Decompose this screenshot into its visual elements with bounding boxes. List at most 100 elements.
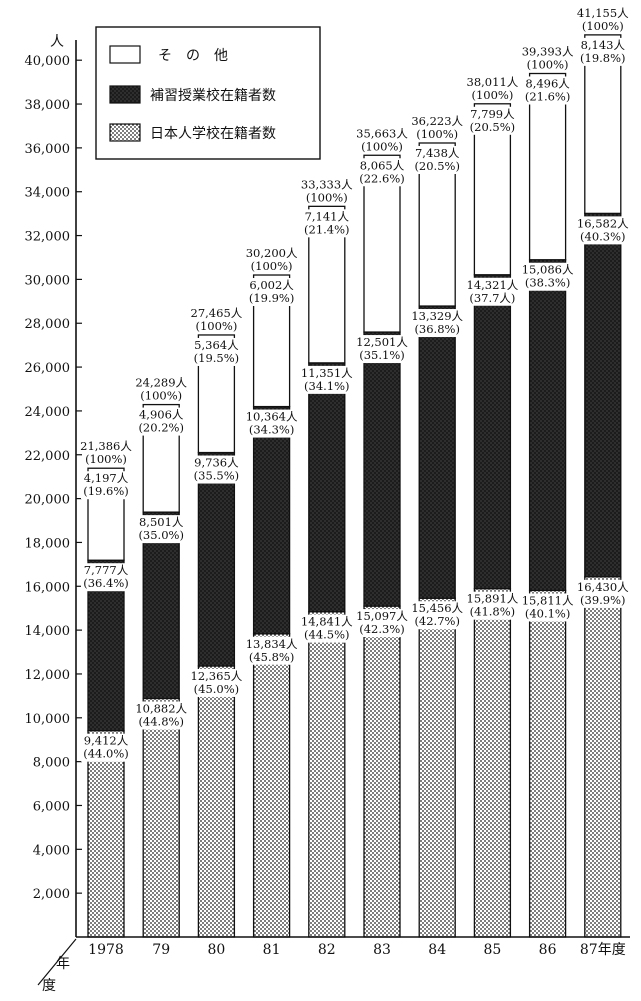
x-axis-label-2: 度 [42,978,56,994]
data-label-bg [467,106,518,135]
x-axis-label-1: 年 [56,956,70,972]
bar-segment [528,72,567,261]
x-tick-label: 83 [373,942,391,958]
data-label-bg [467,277,518,306]
data-label-pct: (45.8%) [249,650,295,664]
data-label-bg [577,37,628,66]
data-label-value: 10,882人 [135,701,187,715]
y-tick-label: 14,000 [25,624,71,639]
x-tick-label: 79 [152,942,170,958]
data-label-value: 7,799人 [470,107,515,121]
data-label-pct: (45.0%) [194,682,240,696]
data-label-value: 14,841人 [301,615,353,629]
data-label-value: 15,097人 [356,609,408,623]
y-tick-label: 12,000 [25,668,71,683]
corner-diagonal [37,938,77,986]
data-label-value: 8,143人 [581,38,626,52]
bar-segment [363,605,401,938]
y-tick-label: 28,000 [25,317,71,332]
data-label-value: 6,002人 [249,278,294,292]
y-tick-label: 30,000 [25,273,71,288]
data-label-pct: (34.1%) [304,379,350,393]
y-tick-label: 18,000 [25,536,71,551]
data-label-bg [357,158,407,187]
data-label-value: 9,412人 [84,734,129,748]
data-label-pct: (19.8%) [580,51,626,65]
y-tick-label: 24,000 [25,405,71,420]
data-label-pct: (21.4%) [304,222,350,236]
data-label-pct: (42.7%) [414,614,460,628]
data-label-pct: (41.8%) [470,605,516,619]
data-label-value: 10,364人 [246,410,298,424]
bar-segment [363,331,401,607]
total-label-value: 35,663人 [356,126,408,140]
data-label-pct: (40.3%) [580,229,626,243]
data-label-bg [136,407,187,436]
y-tick-label: 40,000 [25,54,71,69]
y-unit-label: 人 [50,34,64,50]
data-label-bg [577,216,628,245]
x-tick-label: 84 [428,942,446,958]
legend-label-japanese-school: 日本人学校在籍者数 [150,125,276,142]
data-label-pct: (20.5%) [470,120,516,134]
data-label-pct: (39.9%) [580,593,626,607]
data-label-pct: (19.6%) [83,484,129,498]
x-tick-label: 86 [539,942,557,958]
bar-segment [252,405,291,635]
bar-segment [528,589,567,938]
bar-segment [197,665,236,938]
data-label-value: 5,364人 [194,338,239,352]
data-label-bg [412,145,463,174]
x-tick-label: 87年度 [580,942,626,958]
total-label-pct: (100%) [140,389,182,403]
x-tick-label: 82 [318,942,336,958]
data-label-bg [357,609,407,638]
total-label-pct: (100%) [582,19,624,33]
x-tick-label: 80 [207,942,225,958]
x-tick-label: 81 [263,942,281,958]
data-label-bg [412,601,463,630]
bar-segment [197,451,236,667]
total-label-pct: (100%) [471,88,513,102]
data-label-pct: (19.9%) [249,291,295,305]
bar-segment [418,597,456,938]
data-label-bg [191,337,242,366]
y-tick-label: 6,000 [33,799,70,814]
data-label-bg [577,579,628,608]
total-label-pct: (100%) [416,127,458,141]
data-label-pct: (19.5%) [194,351,240,365]
data-label-pct: (20.2%) [138,421,184,435]
total-label-pct: (100%) [527,58,569,72]
total-label-value: 21,386人 [80,439,132,453]
data-label-pct: (44.0%) [83,747,129,761]
total-label-value: 33,333人 [301,177,353,191]
data-label-bg [522,593,573,622]
bar-segment [528,259,567,592]
data-label-pct: (20.5%) [414,159,460,173]
total-label-value: 24,289人 [135,376,187,390]
total-label-pct: (100%) [85,452,127,466]
x-axis: 年度 1978 79 80 81 82 83 84 85 86 87年度 [37,936,630,994]
data-label-bg [301,209,352,238]
data-label-bg [246,278,297,307]
legend-label-supplementary: 補習授業校在籍者数 [150,87,276,104]
bar-segment [418,305,456,599]
total-label-value: 38,011人 [467,75,519,89]
data-label-value: 16,582人 [577,216,629,230]
bar-segment [584,576,622,938]
y-tick-label: 38,000 [25,98,71,113]
bar-segment [473,588,512,938]
data-label-bg [301,365,352,394]
y-tick-label: 10,000 [25,712,71,727]
data-label-bg [136,701,187,730]
y-axis: 2,000 4,000 6,000 8,000 10,000 12,000 14,000 16… [25,34,82,937]
data-label-value: 11,351人 [301,366,353,380]
data-label-value: 13,329人 [411,309,463,323]
data-label-pct: (37.7人) [469,291,515,305]
total-label-value: 30,200人 [246,246,298,260]
data-label-value: 8,496人 [525,77,570,91]
data-label-bg [246,409,297,438]
data-label-value: 15,456人 [411,601,463,615]
data-label-value: 9,736人 [194,456,239,470]
